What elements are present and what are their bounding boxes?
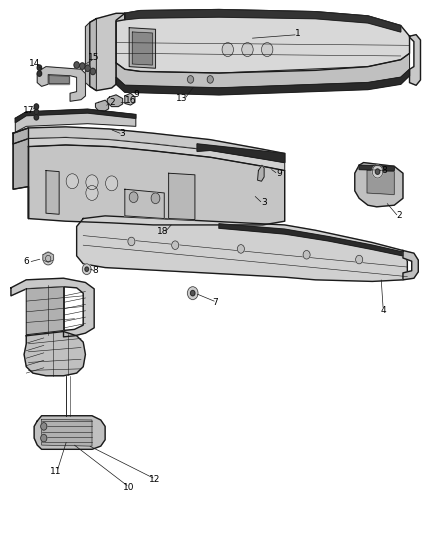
Polygon shape (125, 10, 401, 32)
Text: 2: 2 (109, 98, 114, 107)
Text: 9: 9 (133, 91, 139, 99)
Polygon shape (37, 67, 85, 101)
Circle shape (261, 43, 273, 56)
Polygon shape (116, 10, 410, 73)
Polygon shape (28, 138, 285, 171)
Text: 2: 2 (397, 212, 402, 220)
Polygon shape (34, 416, 105, 449)
Circle shape (43, 252, 53, 265)
Circle shape (85, 267, 88, 271)
Polygon shape (367, 171, 394, 195)
Text: 4: 4 (381, 306, 386, 315)
Polygon shape (77, 216, 407, 281)
Circle shape (303, 251, 310, 259)
Text: 6: 6 (23, 257, 29, 265)
Polygon shape (46, 171, 59, 214)
Circle shape (74, 62, 79, 68)
Text: 15: 15 (88, 53, 100, 61)
Text: 17: 17 (23, 106, 34, 115)
Polygon shape (355, 163, 403, 207)
Circle shape (66, 174, 78, 189)
Polygon shape (85, 19, 96, 91)
Polygon shape (11, 278, 94, 337)
Polygon shape (132, 32, 152, 65)
Polygon shape (403, 251, 418, 280)
Circle shape (86, 185, 98, 200)
Polygon shape (15, 109, 136, 123)
Circle shape (90, 68, 95, 75)
Text: 9: 9 (276, 169, 283, 177)
Polygon shape (43, 252, 53, 262)
Circle shape (187, 76, 194, 83)
Circle shape (82, 264, 91, 274)
Circle shape (106, 176, 118, 191)
Polygon shape (116, 69, 410, 95)
Circle shape (34, 109, 39, 115)
Text: 18: 18 (157, 228, 169, 236)
Circle shape (86, 175, 98, 190)
Polygon shape (359, 165, 394, 171)
Circle shape (128, 237, 135, 246)
Text: 8: 8 (381, 166, 388, 175)
Polygon shape (15, 109, 136, 132)
Circle shape (37, 65, 42, 70)
Circle shape (80, 63, 85, 69)
Polygon shape (90, 13, 125, 91)
Circle shape (372, 165, 383, 178)
Circle shape (375, 169, 380, 174)
Circle shape (172, 241, 179, 249)
Circle shape (151, 193, 160, 204)
Text: 16: 16 (125, 96, 136, 105)
Polygon shape (13, 139, 28, 189)
Polygon shape (129, 28, 155, 68)
Polygon shape (219, 224, 403, 256)
Polygon shape (410, 35, 420, 85)
Circle shape (222, 43, 233, 56)
Text: 8: 8 (92, 266, 99, 275)
Text: 3: 3 (261, 198, 267, 207)
Polygon shape (169, 173, 195, 220)
Circle shape (356, 255, 363, 264)
Polygon shape (49, 76, 69, 84)
Polygon shape (125, 93, 135, 105)
Text: 1: 1 (295, 29, 301, 38)
Circle shape (37, 71, 42, 76)
Circle shape (187, 287, 198, 300)
Polygon shape (26, 287, 64, 335)
Circle shape (41, 423, 47, 430)
Circle shape (237, 245, 244, 253)
Text: 11: 11 (50, 467, 62, 476)
Polygon shape (24, 332, 85, 376)
Circle shape (242, 43, 253, 56)
Polygon shape (197, 144, 285, 163)
Polygon shape (13, 128, 28, 219)
Text: 7: 7 (212, 298, 219, 306)
Text: 12: 12 (148, 475, 160, 484)
Circle shape (191, 290, 195, 296)
Circle shape (46, 255, 51, 262)
Circle shape (41, 434, 47, 442)
Polygon shape (13, 127, 285, 163)
Circle shape (34, 115, 39, 120)
Text: 14: 14 (29, 60, 41, 68)
Polygon shape (95, 100, 109, 111)
Polygon shape (42, 419, 92, 446)
Polygon shape (28, 145, 285, 225)
Circle shape (207, 76, 213, 83)
Text: 3: 3 (119, 129, 125, 138)
Text: 10: 10 (123, 483, 134, 492)
Polygon shape (107, 95, 123, 107)
Polygon shape (258, 165, 264, 181)
Text: 13: 13 (176, 94, 187, 103)
Circle shape (85, 65, 90, 71)
Polygon shape (125, 189, 164, 219)
Circle shape (34, 104, 39, 109)
Circle shape (129, 192, 138, 203)
Polygon shape (116, 53, 410, 88)
